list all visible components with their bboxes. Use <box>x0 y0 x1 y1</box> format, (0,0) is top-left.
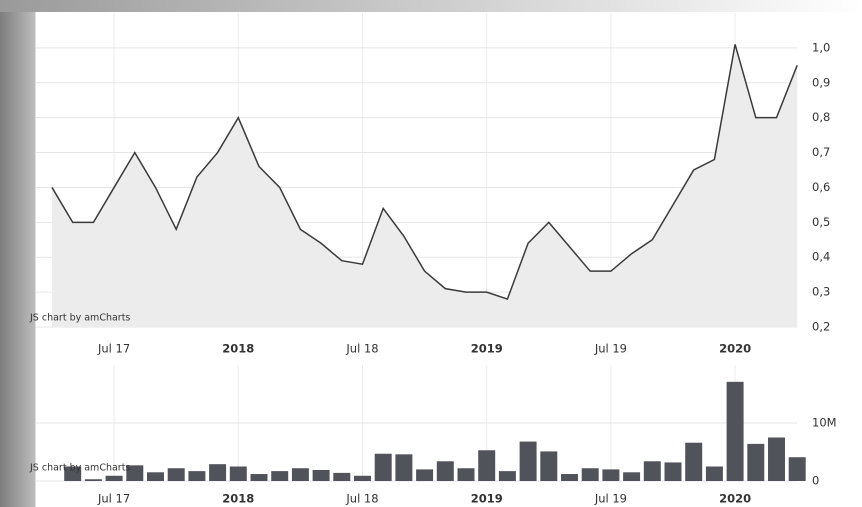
bar <box>167 468 185 481</box>
y-tick-label: 0,4 <box>812 250 830 264</box>
y-tick-label: 0,7 <box>812 145 830 159</box>
bar <box>229 466 247 481</box>
bar <box>333 472 351 481</box>
x-tick-label: Jul 18 <box>345 342 378 356</box>
y-tick-label: 0,5 <box>812 215 830 229</box>
bar <box>312 469 330 481</box>
bar <box>623 472 641 481</box>
bar <box>209 464 227 481</box>
bar <box>478 450 496 481</box>
x-tick-label: 2019 <box>471 492 503 506</box>
y-tick-label: 1,0 <box>812 40 830 54</box>
bar <box>64 466 82 481</box>
bar <box>354 475 371 481</box>
bar <box>147 472 164 481</box>
bar <box>726 381 744 481</box>
y-tick-label: 0 <box>812 474 819 488</box>
bar <box>581 468 599 481</box>
x-tick-label: 2020 <box>719 492 751 506</box>
x-tick-label: Jul 19 <box>594 342 627 356</box>
bar <box>768 437 785 481</box>
bar <box>788 457 806 481</box>
y-tick-label: 10M <box>812 416 837 430</box>
bar <box>519 441 537 481</box>
x-tick-label: Jul 17 <box>97 492 130 506</box>
bar <box>436 461 454 481</box>
x-tick-label: Jul 19 <box>594 492 627 506</box>
y-tick-label: 0,3 <box>812 285 830 299</box>
bar <box>126 465 144 481</box>
bar <box>395 454 413 481</box>
bar <box>416 469 434 481</box>
bar <box>271 471 289 481</box>
y-tick-label: 0,2 <box>812 320 830 334</box>
y-tick-label: 0,8 <box>812 110 830 124</box>
bar <box>664 462 682 481</box>
bar <box>540 451 558 481</box>
y-tick-label: 0,6 <box>812 180 830 194</box>
credit: JS chart by amCharts <box>29 313 130 324</box>
bar <box>705 466 723 481</box>
credit: JS chart by amCharts <box>29 463 130 474</box>
bar <box>747 443 765 481</box>
x-tick-label: 2020 <box>719 342 751 356</box>
bar <box>188 471 206 481</box>
bar <box>84 479 102 481</box>
bar <box>291 468 309 481</box>
bar <box>602 469 620 481</box>
x-tick-label: 2018 <box>222 342 254 356</box>
bar <box>105 475 123 481</box>
bar <box>250 474 268 481</box>
bar <box>561 474 578 481</box>
bar <box>685 442 703 481</box>
line <box>51 44 798 301</box>
bar <box>457 468 475 481</box>
bar <box>374 453 392 481</box>
x-tick-label: Jul 17 <box>97 342 130 356</box>
bar <box>643 461 661 481</box>
x-tick-label: 2019 <box>471 342 503 356</box>
top-shade <box>0 0 862 12</box>
y-tick-label: 0,9 <box>812 75 830 89</box>
x-tick-label: 2018 <box>222 492 254 506</box>
area <box>52 44 798 328</box>
bar <box>498 471 516 481</box>
x-tick-label: Jul 18 <box>345 492 378 506</box>
